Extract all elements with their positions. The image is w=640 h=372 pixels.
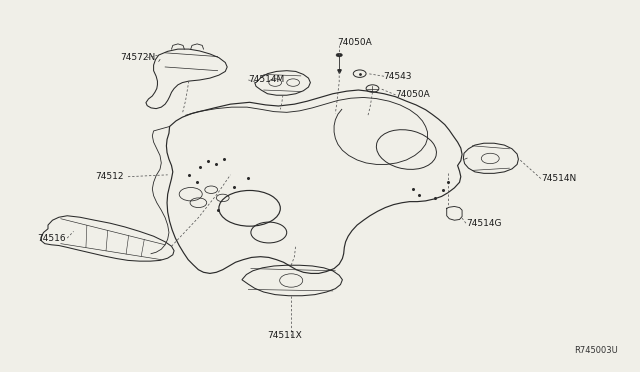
Text: 74050A: 74050A xyxy=(337,38,372,47)
Text: 74050A: 74050A xyxy=(396,90,430,99)
Text: 74572N: 74572N xyxy=(120,53,156,62)
Text: 74511X: 74511X xyxy=(268,331,302,340)
Text: 74543: 74543 xyxy=(383,72,412,81)
Text: 74512: 74512 xyxy=(95,172,124,181)
Circle shape xyxy=(336,53,342,57)
Text: 74514N: 74514N xyxy=(541,174,576,183)
Text: 74516: 74516 xyxy=(37,234,66,243)
Text: 74514M: 74514M xyxy=(248,76,285,84)
Text: R745003U: R745003U xyxy=(574,346,618,355)
Text: 74514G: 74514G xyxy=(466,219,501,228)
